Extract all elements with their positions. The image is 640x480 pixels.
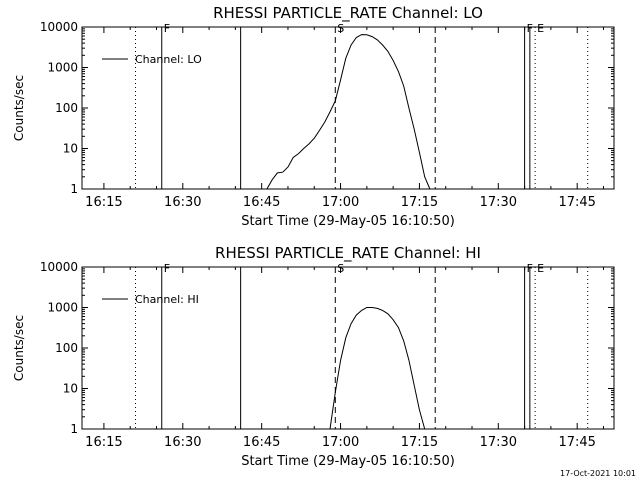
chart-panel-lo: RHESSI PARTICLE_RATE Channel: LO Counts/… (12, 4, 615, 229)
y-tick-label: 100 (55, 101, 78, 115)
event-marker-label: E (537, 262, 544, 275)
x-tick-label: 17:00 (322, 435, 359, 450)
legend-label: Channel: HI (135, 293, 199, 306)
x-tick-label: 17:45 (558, 435, 595, 450)
event-marker-label: S (337, 22, 344, 35)
y-tick-label: 1000 (47, 301, 78, 315)
legend-label: Channel: LO (135, 53, 202, 66)
x-tick-label: 16:30 (164, 195, 201, 210)
x-axis-label: Start Time (29-May-05 16:10:50) (241, 214, 455, 229)
y-axis-label: Counts/sec (12, 75, 26, 141)
plot-area: 1 10 100 1000 10000 16:15 16:30 16:45 17:00 17:15… (40, 260, 615, 450)
x-tick-label: 16:30 (164, 435, 201, 450)
y-tick-label: 10 (63, 382, 78, 396)
y-tick-label: 10 (63, 142, 78, 156)
plot-area: 1 10 100 1000 10000 16:15 16:30 16:45 17:00 17:15… (40, 20, 615, 210)
series-line (329, 307, 426, 430)
x-tick-label: 17:15 (401, 195, 438, 210)
y-tick-label: 1 (70, 422, 78, 436)
x-tick-label: 16:45 (243, 195, 280, 210)
y-tick-label: 100 (55, 341, 78, 355)
footer-timestamp: 17-Oct-2021 10:01 (560, 469, 636, 478)
y-tick-label: 10000 (40, 20, 78, 34)
event-marker-label: E (537, 22, 544, 35)
y-axis-label: Counts/sec (12, 315, 26, 381)
x-axis-label: Start Time (29-May-05 16:10:50) (241, 454, 455, 469)
x-tick-label: 16:45 (243, 435, 280, 450)
y-tick-label: 1000 (47, 61, 78, 75)
y-tick-label: 1 (70, 182, 78, 196)
y-tick-label: 10000 (40, 260, 78, 274)
x-tick-label: 17:45 (558, 195, 595, 210)
x-tick-label: 17:15 (401, 435, 438, 450)
chart-title: RHESSI PARTICLE_RATE Channel: HI (215, 244, 481, 263)
x-tick-label: 17:00 (322, 195, 359, 210)
event-marker-label: S (337, 262, 344, 275)
chart-panel-hi: RHESSI PARTICLE_RATE Channel: HI Counts/… (12, 244, 615, 469)
event-marker-label: F (164, 262, 170, 275)
series-line (266, 34, 431, 190)
x-tick-label: 16:15 (85, 435, 122, 450)
x-tick-label: 17:30 (480, 195, 517, 210)
chart-title: RHESSI PARTICLE_RATE Channel: LO (213, 4, 483, 23)
x-tick-label: 17:30 (480, 435, 517, 450)
event-marker-label: F (164, 22, 170, 35)
x-tick-label: 16:15 (85, 195, 122, 210)
